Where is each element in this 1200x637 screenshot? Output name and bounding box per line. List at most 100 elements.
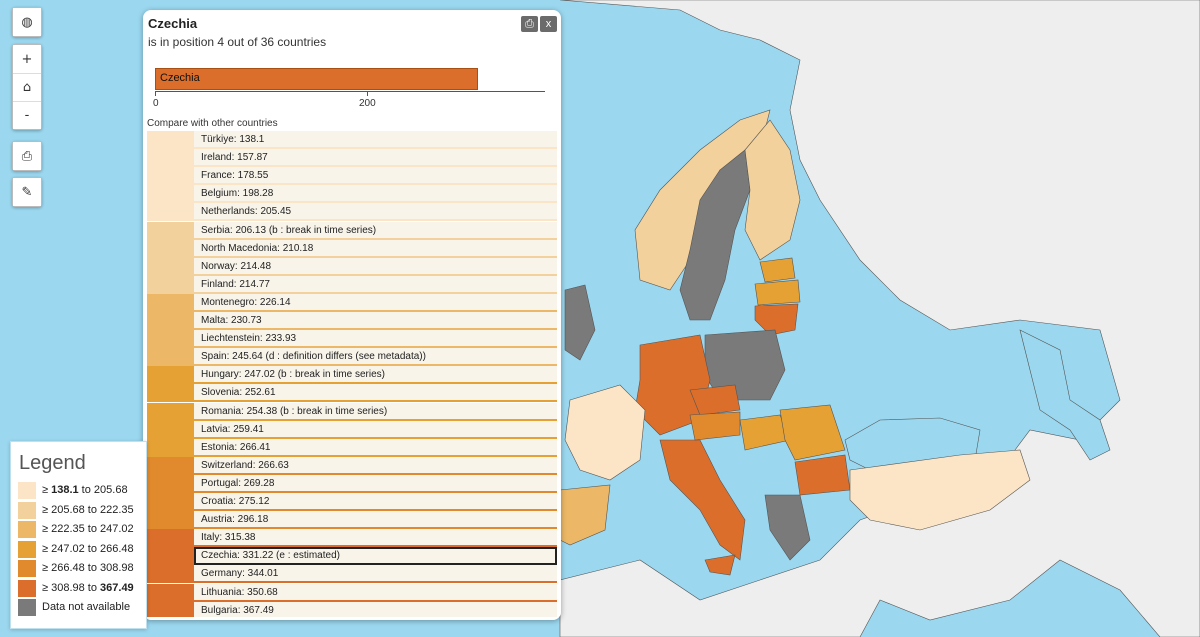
row-color-swatch bbox=[147, 438, 194, 457]
country-row-label[interactable]: Ireland: 157.87 bbox=[194, 149, 557, 168]
country-row[interactable]: Latvia: 259.41 bbox=[147, 420, 557, 439]
country-row-label[interactable]: Norway: 214.48 bbox=[194, 257, 557, 276]
region-czechia bbox=[689, 384, 741, 416]
country-row-label[interactable]: Malta: 230.73 bbox=[194, 312, 557, 330]
globe-icon[interactable]: ◍ bbox=[13, 8, 41, 36]
compare-label: Compare with other countries bbox=[147, 118, 278, 129]
country-row-label[interactable]: Spain: 245.64 (d : definition differs (s… bbox=[194, 348, 557, 367]
home-icon[interactable]: ⌂ bbox=[13, 73, 41, 101]
country-row-label[interactable]: Austria: 296.18 bbox=[194, 511, 557, 530]
legend-item[interactable]: ≥ 222.35 to 247.02 bbox=[18, 521, 146, 538]
country-row-label[interactable]: Finland: 214.77 bbox=[194, 275, 557, 294]
country-row-label[interactable]: Liechtenstein: 233.93 bbox=[194, 330, 557, 349]
country-row[interactable]: Finland: 214.77 bbox=[147, 275, 557, 294]
row-color-swatch bbox=[147, 420, 194, 439]
country-row-label[interactable]: France: 178.55 bbox=[194, 167, 557, 186]
country-row-label[interactable]: Switzerland: 266.63 bbox=[194, 456, 557, 475]
region-uk bbox=[564, 284, 596, 361]
panel-close-button[interactable]: x bbox=[540, 16, 557, 32]
region-finland bbox=[744, 119, 801, 261]
row-color-swatch bbox=[147, 366, 194, 385]
region-romania bbox=[779, 404, 846, 461]
panel-title: Czechia bbox=[148, 16, 198, 31]
country-row[interactable]: Romania: 254.38 (b : break in time serie… bbox=[147, 402, 557, 421]
country-row[interactable]: Montenegro: 226.14 bbox=[147, 293, 557, 312]
country-row-label[interactable]: Türkiye: 138.1 bbox=[194, 131, 557, 149]
brush-icon[interactable]: ✎ bbox=[13, 178, 41, 206]
axis-tick bbox=[155, 91, 156, 96]
country-row[interactable]: Hungary: 247.02 (b : break in time serie… bbox=[147, 366, 557, 385]
zoom-out-button[interactable]: - bbox=[13, 101, 41, 129]
country-row[interactable]: North Macedonia: 210.18 bbox=[147, 239, 557, 258]
country-row[interactable]: Ireland: 157.87 bbox=[147, 149, 557, 168]
country-row[interactable]: Netherlands: 205.45 bbox=[147, 203, 557, 222]
legend-item[interactable]: ≥ 138.1 to 205.68 bbox=[18, 482, 146, 499]
row-color-swatch bbox=[147, 257, 194, 276]
legend-swatch bbox=[18, 599, 36, 616]
country-row[interactable]: Belgium: 198.28 bbox=[147, 185, 557, 204]
legend-label: ≥ 138.1 to 205.68 bbox=[42, 484, 128, 496]
country-row[interactable]: Türkiye: 138.1 bbox=[147, 131, 557, 149]
country-row[interactable]: Croatia: 275.12 bbox=[147, 493, 557, 511]
row-color-swatch bbox=[147, 601, 194, 617]
country-row-label[interactable]: Serbia: 206.13 (b : break in time series… bbox=[194, 221, 557, 240]
country-row-label[interactable]: Bulgaria: 367.49 bbox=[194, 601, 557, 617]
legend-label: ≥ 266.48 to 308.98 bbox=[42, 562, 134, 574]
panel-subtitle: is in position 4 out of 36 countries bbox=[148, 35, 327, 49]
country-row[interactable]: Germany: 344.01 bbox=[147, 565, 557, 584]
row-color-swatch bbox=[147, 474, 194, 493]
country-row-label[interactable]: North Macedonia: 210.18 bbox=[194, 239, 557, 258]
legend-item[interactable]: ≥ 308.98 to 367.49 bbox=[18, 579, 146, 597]
country-row-label[interactable]: Estonia: 266.41 bbox=[194, 438, 557, 457]
country-row[interactable]: Czechia: 331.22 (e : estimated) bbox=[147, 547, 557, 566]
country-row-label[interactable]: Portugal: 269.28 bbox=[194, 474, 557, 493]
country-row-label[interactable]: Slovenia: 252.61 bbox=[194, 384, 557, 403]
country-ranking-list[interactable]: Türkiye: 138.1 Ireland: 157.87 France: 178… bbox=[147, 131, 557, 617]
legend-item[interactable]: ≥ 205.68 to 222.35 bbox=[18, 501, 146, 519]
country-row-label[interactable]: Hungary: 247.02 (b : break in time serie… bbox=[194, 366, 557, 385]
printer-icon[interactable]: ⎙ bbox=[13, 142, 41, 170]
country-row-label[interactable]: Italy: 315.38 bbox=[194, 529, 557, 548]
legend-item[interactable]: Data not available bbox=[18, 599, 146, 616]
country-row[interactable]: France: 178.55 bbox=[147, 167, 557, 186]
country-row-label[interactable]: Czechia: 331.22 (e : estimated) bbox=[194, 547, 557, 566]
country-row[interactable]: Switzerland: 266.63 bbox=[147, 456, 557, 475]
country-row[interactable]: Spain: 245.64 (d : definition differs (s… bbox=[147, 348, 557, 367]
country-row-label[interactable]: Germany: 344.01 bbox=[194, 565, 557, 584]
country-row-label[interactable]: Romania: 254.38 (b : break in time serie… bbox=[194, 402, 557, 421]
value-bar-chart: Czechia 0 200 bbox=[153, 68, 547, 118]
legend-swatch bbox=[18, 579, 36, 597]
country-row-label[interactable]: Belgium: 198.28 bbox=[194, 185, 557, 204]
row-color-swatch bbox=[147, 221, 194, 240]
country-row-label[interactable]: Croatia: 275.12 bbox=[194, 493, 557, 511]
country-row[interactable]: Slovenia: 252.61 bbox=[147, 384, 557, 403]
country-row-label[interactable]: Latvia: 259.41 bbox=[194, 420, 557, 439]
row-color-swatch bbox=[147, 167, 194, 186]
country-row[interactable]: Serbia: 206.13 (b : break in time series… bbox=[147, 221, 557, 240]
bar-axis bbox=[155, 91, 545, 92]
country-row[interactable]: Liechtenstein: 233.93 bbox=[147, 330, 557, 349]
legend-swatch bbox=[18, 540, 36, 558]
country-row-label[interactable]: Lithuania: 350.68 bbox=[194, 583, 557, 602]
country-row[interactable]: Norway: 214.48 bbox=[147, 257, 557, 276]
country-row[interactable]: Portugal: 269.28 bbox=[147, 474, 557, 493]
row-color-swatch bbox=[147, 511, 194, 530]
country-row[interactable]: Lithuania: 350.68 bbox=[147, 583, 557, 602]
row-color-swatch bbox=[147, 185, 194, 204]
value-bar: Czechia bbox=[155, 68, 478, 90]
country-row-label[interactable]: Montenegro: 226.14 bbox=[194, 293, 557, 312]
row-color-swatch bbox=[147, 583, 194, 602]
panel-printer-icon[interactable]: ⎙ bbox=[521, 16, 538, 32]
country-row[interactable]: Malta: 230.73 bbox=[147, 312, 557, 330]
zoom-in-button[interactable]: + bbox=[13, 45, 41, 73]
country-row[interactable]: Austria: 296.18 bbox=[147, 511, 557, 530]
region-germany bbox=[634, 334, 711, 436]
legend-item[interactable]: ≥ 266.48 to 308.98 bbox=[18, 560, 146, 577]
country-row-label[interactable]: Netherlands: 205.45 bbox=[194, 203, 557, 222]
legend-item[interactable]: ≥ 247.02 to 266.48 bbox=[18, 540, 146, 558]
region-estonia bbox=[759, 257, 796, 283]
country-row[interactable]: Bulgaria: 367.49 bbox=[147, 601, 557, 617]
country-row[interactable]: Estonia: 266.41 bbox=[147, 438, 557, 457]
country-row[interactable]: Italy: 315.38 bbox=[147, 529, 557, 548]
region-latvia bbox=[754, 279, 801, 306]
